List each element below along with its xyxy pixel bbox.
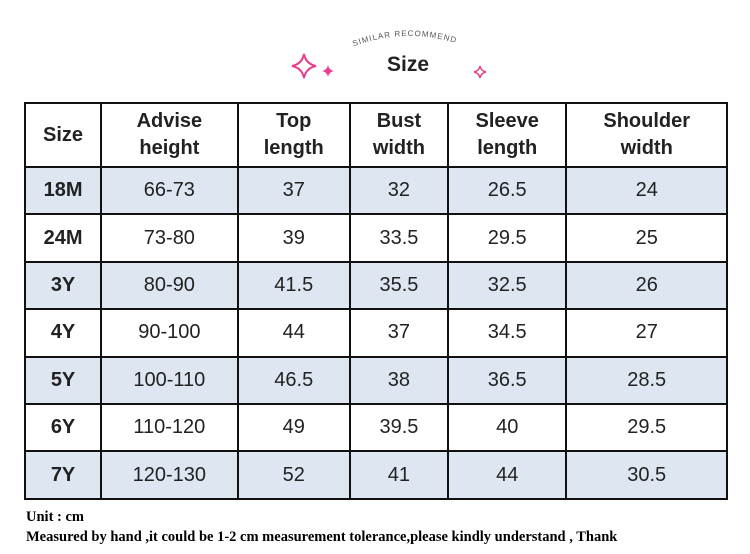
table-row: 5Y 100-110 46.5 38 36.5 28.5 bbox=[23, 355, 728, 405]
table-cell: 26 bbox=[565, 260, 728, 311]
header: SIMILAR RECOMMEND Size bbox=[291, 29, 487, 79]
table-cell: 32.5 bbox=[447, 260, 568, 311]
table-cell: 30.5 bbox=[565, 450, 728, 500]
table-cell: 37 bbox=[348, 308, 450, 358]
arc-text-path: SIMILAR RECOMMEND bbox=[351, 29, 457, 48]
table-cell: 80-90 bbox=[100, 260, 239, 311]
table-cell: 7Y bbox=[23, 450, 103, 500]
column-header: Bust width bbox=[348, 102, 450, 168]
table-cell: 33.5 bbox=[348, 213, 450, 263]
table-cell: 29.5 bbox=[565, 402, 728, 453]
table-row: 3Y 80-90 41.5 35.5 32.5 26 bbox=[23, 260, 728, 311]
table-cell: 49 bbox=[236, 402, 351, 453]
table-cell: 4Y bbox=[23, 308, 103, 358]
table-cell: 44 bbox=[236, 308, 351, 358]
table-row: 7Y 120-130 52 41 44 30.5 bbox=[23, 450, 728, 500]
note: Measured by hand ,it could be 1-2 cm mea… bbox=[26, 529, 618, 545]
table-cell: 52 bbox=[236, 450, 351, 500]
table-cell: 34.5 bbox=[447, 308, 568, 358]
table-cell: 18M bbox=[23, 165, 103, 216]
table-cell: 3Y bbox=[23, 260, 103, 311]
title: Size bbox=[387, 53, 429, 76]
table-cell: 28.5 bbox=[565, 355, 728, 405]
table-row: 4Y 90-100 44 37 34.5 27 bbox=[23, 308, 728, 358]
table-row: 18M 66-73 37 32 26.5 24 bbox=[23, 165, 728, 216]
table-row: 6Y 110-120 49 39.5 40 29.5 bbox=[23, 402, 728, 453]
column-header: Size bbox=[23, 102, 103, 168]
table-cell: 110-120 bbox=[100, 402, 239, 453]
table-cell: 27 bbox=[565, 308, 728, 358]
column-header: Advise height bbox=[100, 102, 239, 168]
table-cell: 100-110 bbox=[100, 355, 239, 405]
column-header-text: Top length bbox=[263, 110, 324, 159]
table-cell: 38 bbox=[348, 355, 450, 405]
column-header-text: Sleeve length bbox=[475, 110, 539, 159]
table-cell: 25 bbox=[565, 213, 728, 263]
column-header: Shoulder width bbox=[565, 102, 728, 168]
table-cell: 36.5 bbox=[447, 355, 568, 405]
header-row: Size Advise height Top length Bust width Sle… bbox=[23, 102, 728, 168]
table-cell: 120-130 bbox=[100, 450, 239, 500]
table-cell: 66-73 bbox=[100, 165, 239, 216]
table-cell: 40 bbox=[447, 402, 568, 453]
table-row: 24M 73-80 39 33.5 29.5 25 bbox=[23, 213, 728, 263]
table-cell: 35.5 bbox=[348, 260, 450, 311]
sparkle bbox=[473, 65, 487, 79]
table-cell: 44 bbox=[447, 450, 568, 500]
column-header: Sleeve length bbox=[447, 102, 568, 168]
column-header: Top length bbox=[236, 102, 351, 168]
table-cell: 90-100 bbox=[100, 308, 239, 358]
column-header-text: Advise height bbox=[136, 110, 203, 159]
column-header-text: Shoulder width bbox=[603, 110, 691, 159]
table-cell: 39 bbox=[236, 213, 351, 263]
notes: Unit : cm Measured by hand ,it could be 1… bbox=[26, 507, 750, 547]
table-cell: 26.5 bbox=[447, 165, 568, 216]
column-header-text: Bust width bbox=[372, 110, 426, 159]
sparkle bbox=[291, 53, 317, 79]
table-cell: 41.5 bbox=[236, 260, 351, 311]
table-cell: 24 bbox=[565, 165, 728, 216]
sparkle bbox=[322, 65, 334, 77]
table-cell: 39.5 bbox=[348, 402, 450, 453]
column-header-text: Size bbox=[43, 123, 84, 146]
table-cell: 29.5 bbox=[447, 213, 568, 263]
size-table: Size Advise height Top length Bust width Sle… bbox=[23, 102, 728, 500]
table-cell: 46.5 bbox=[236, 355, 351, 405]
table-cell: 41 bbox=[348, 450, 450, 500]
note: Unit : cm bbox=[26, 509, 84, 525]
table-cell: 24M bbox=[23, 213, 103, 263]
table-cell: 73-80 bbox=[100, 213, 239, 263]
table-cell: 6Y bbox=[23, 402, 103, 453]
arc-text: SIMILAR RECOMMEND bbox=[351, 29, 458, 48]
table-cell: 32 bbox=[348, 165, 450, 216]
table-cell: 37 bbox=[236, 165, 351, 216]
table-cell: 5Y bbox=[23, 355, 103, 405]
